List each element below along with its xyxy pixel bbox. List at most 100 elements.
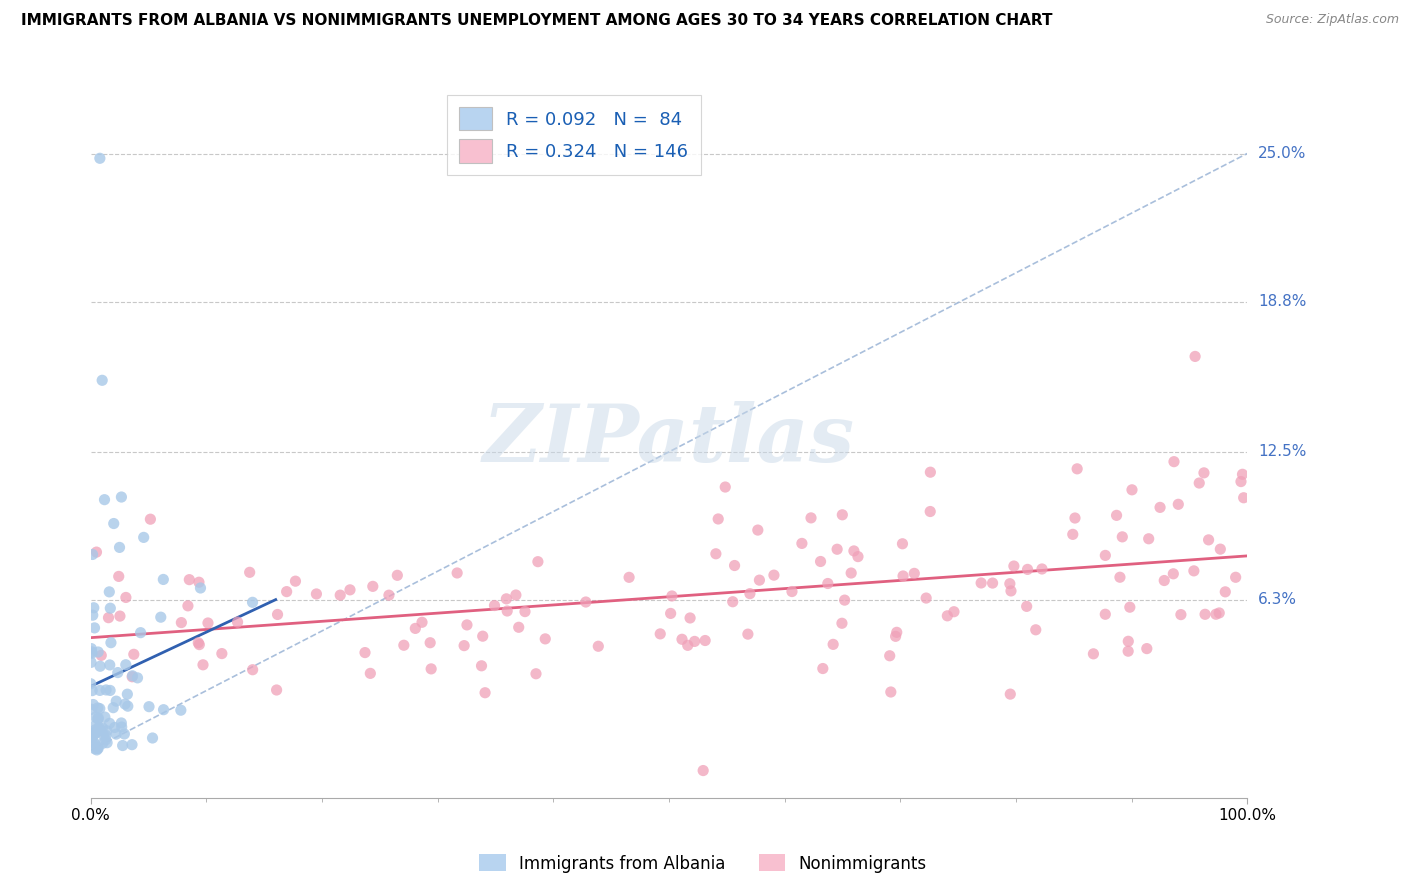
- Point: [87, 741, 110, 756]
- Point: [86, 743, 108, 757]
- Point: [82, 734, 104, 748]
- Point: [704, 547, 727, 561]
- Point: [508, 620, 530, 634]
- Point: [97, 610, 120, 624]
- Point: [981, 576, 1004, 591]
- Point: [104, 721, 127, 735]
- Point: [94, 710, 117, 724]
- Point: [149, 610, 172, 624]
- Point: [94, 728, 117, 742]
- Point: [659, 607, 682, 621]
- Point: [266, 683, 288, 698]
- Point: [1025, 623, 1047, 637]
- Point: [86, 545, 108, 559]
- Point: [1119, 600, 1142, 615]
- Point: [354, 646, 377, 660]
- Point: [420, 662, 443, 676]
- Point: [110, 490, 132, 504]
- Point: [187, 636, 209, 650]
- Point: [879, 648, 901, 663]
- Point: [1225, 570, 1247, 584]
- Point: [152, 573, 174, 587]
- Point: [1163, 566, 1185, 581]
- Point: [82, 548, 104, 562]
- Point: [87, 701, 110, 715]
- Point: [1233, 491, 1256, 505]
- Point: [111, 739, 134, 753]
- Point: [87, 645, 110, 659]
- Point: [920, 504, 942, 518]
- Point: [100, 635, 122, 649]
- Text: ZIPatlas: ZIPatlas: [482, 401, 855, 479]
- Point: [474, 686, 496, 700]
- Point: [87, 712, 110, 726]
- Point: [127, 671, 149, 685]
- Point: [650, 627, 672, 641]
- Point: [661, 589, 683, 603]
- Legend: R = 0.092   N =  84, R = 0.324   N = 146: R = 0.092 N = 84, R = 0.324 N = 146: [447, 95, 700, 175]
- Point: [103, 700, 125, 714]
- Point: [378, 588, 401, 602]
- Point: [683, 634, 706, 648]
- Point: [190, 581, 212, 595]
- Point: [84, 727, 107, 741]
- Point: [1116, 634, 1139, 648]
- Point: [82, 728, 104, 742]
- Point: [83, 741, 105, 756]
- Point: [1105, 508, 1128, 523]
- Point: [679, 611, 702, 625]
- Point: [707, 512, 730, 526]
- Point: [1064, 511, 1087, 525]
- Point: [1031, 562, 1053, 576]
- Point: [617, 570, 640, 584]
- Point: [117, 687, 139, 701]
- Point: [98, 716, 121, 731]
- Point: [527, 555, 550, 569]
- Point: [1015, 599, 1038, 614]
- Point: [1209, 542, 1232, 557]
- Point: [108, 541, 131, 555]
- Point: [91, 373, 114, 387]
- Point: [714, 480, 737, 494]
- Point: [1094, 549, 1116, 563]
- Point: [105, 694, 128, 708]
- Point: [1121, 483, 1143, 497]
- Point: [80, 702, 103, 716]
- Point: [505, 588, 527, 602]
- Point: [1184, 350, 1206, 364]
- Point: [484, 599, 506, 613]
- Point: [811, 661, 834, 675]
- Text: 25.0%: 25.0%: [1258, 146, 1306, 161]
- Point: [82, 608, 104, 623]
- Point: [80, 656, 103, 670]
- Point: [89, 701, 111, 715]
- Text: IMMIGRANTS FROM ALBANIA VS NONIMMIGRANTS UNEMPLOYMENT AMONG AGES 30 TO 34 YEARS : IMMIGRANTS FROM ALBANIA VS NONIMMIGRANTS…: [21, 13, 1053, 29]
- Point: [915, 591, 938, 605]
- Point: [87, 722, 110, 736]
- Point: [842, 544, 865, 558]
- Point: [90, 648, 112, 663]
- Point: [83, 719, 105, 733]
- Point: [98, 683, 121, 698]
- Point: [1116, 644, 1139, 658]
- Point: [188, 575, 211, 590]
- Point: [141, 731, 163, 745]
- Point: [89, 151, 111, 165]
- Point: [170, 615, 193, 630]
- Point: [1149, 500, 1171, 515]
- Point: [762, 568, 785, 582]
- Point: [112, 727, 135, 741]
- Point: [575, 595, 598, 609]
- Point: [1230, 475, 1253, 489]
- Point: [242, 595, 264, 609]
- Point: [86, 741, 108, 756]
- Point: [83, 600, 105, 615]
- Point: [903, 566, 925, 581]
- Point: [970, 576, 993, 591]
- Point: [80, 646, 103, 660]
- Point: [1000, 687, 1022, 701]
- Point: [471, 629, 494, 643]
- Point: [361, 579, 384, 593]
- Point: [790, 536, 813, 550]
- Point: [103, 516, 125, 531]
